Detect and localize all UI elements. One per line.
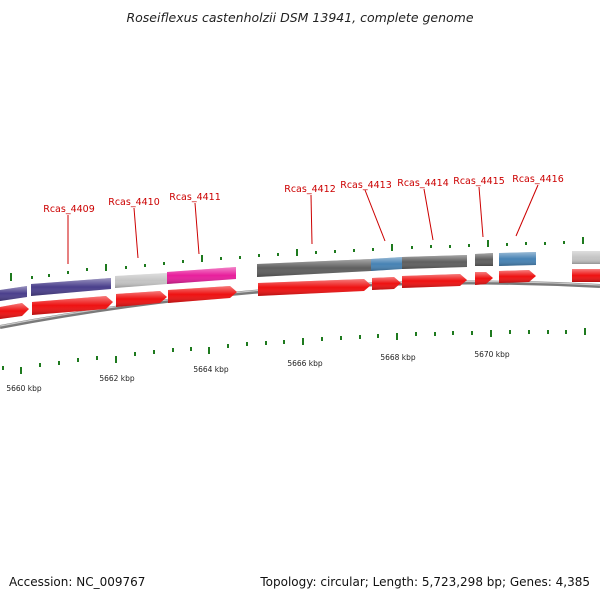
gene-block-steel-blue-2[interactable] <box>499 252 536 266</box>
cds-arrow[interactable] <box>0 303 29 319</box>
leader-line <box>423 188 434 241</box>
gene-labels: Rcas_4409 Rcas_4410 Rcas_4411 Rcas_4412 … <box>43 174 564 215</box>
genome-summary-text: Topology: circular; Length: 5,723,298 bp… <box>260 575 590 589</box>
scale-label: 5660 kbp <box>6 384 42 393</box>
accession-text: Accession: NC_009767 <box>9 575 146 589</box>
cds-arrow[interactable] <box>475 272 493 285</box>
gene-label-leaders <box>67 184 539 264</box>
gene-block-magenta[interactable] <box>167 267 236 284</box>
map-title: Roseiflexus castenholzii DSM 13941, comp… <box>126 10 474 25</box>
gene-block-dark-gray[interactable] <box>257 259 371 277</box>
gene-label[interactable]: Rcas_4412 <box>284 184 336 195</box>
gene-label[interactable]: Rcas_4413 <box>340 180 392 191</box>
scale-label: 5670 kbp <box>474 350 510 359</box>
gene-label[interactable]: Rcas_4410 <box>108 197 160 208</box>
cds-arrow[interactable] <box>402 274 467 288</box>
gene-block-steel-blue[interactable] <box>371 257 402 271</box>
cds-arrow[interactable] <box>168 286 237 303</box>
cds-arrow[interactable] <box>572 269 600 282</box>
scale-label: 5664 kbp <box>193 365 229 374</box>
cds-arrow[interactable] <box>372 277 401 290</box>
leader-line <box>133 207 139 259</box>
leader-line <box>478 186 484 238</box>
cds-arrow[interactable] <box>499 270 536 283</box>
gene-label[interactable]: Rcas_4414 <box>397 178 449 189</box>
cds-arrows <box>0 269 600 319</box>
scale-label: 5668 kbp <box>380 353 416 362</box>
scale-label: 5666 kbp <box>287 359 323 368</box>
cds-arrow[interactable] <box>116 291 167 307</box>
cds-arrow[interactable] <box>258 279 371 296</box>
cds-arrow[interactable] <box>32 296 113 315</box>
scale-label: 5662 kbp <box>99 374 135 383</box>
leader-line <box>194 202 200 255</box>
gene-label[interactable]: Rcas_4415 <box>453 176 505 187</box>
scale-labels: 5660 kbp 5662 kbp 5664 kbp 5666 kbp 5668… <box>6 350 510 393</box>
gene-block-dark-gray-3[interactable] <box>475 253 493 266</box>
gene-block-dark-gray-2[interactable] <box>402 255 467 269</box>
gene-block-purple[interactable] <box>0 286 27 301</box>
leader-line <box>364 189 386 242</box>
scale-ticks <box>2 328 586 374</box>
gene-block-purple-2[interactable] <box>31 278 111 296</box>
upper-ticks <box>10 237 584 281</box>
gene-label[interactable]: Rcas_4409 <box>43 204 95 215</box>
gene-label[interactable]: Rcas_4411 <box>169 192 221 203</box>
leader-line <box>310 194 313 245</box>
gene-block-light-gray-2[interactable] <box>572 251 600 264</box>
gene-label[interactable]: Rcas_4416 <box>512 174 564 185</box>
gene-blocks <box>0 251 600 301</box>
gene-block-light-gray[interactable] <box>115 273 167 288</box>
leader-line <box>515 184 539 237</box>
